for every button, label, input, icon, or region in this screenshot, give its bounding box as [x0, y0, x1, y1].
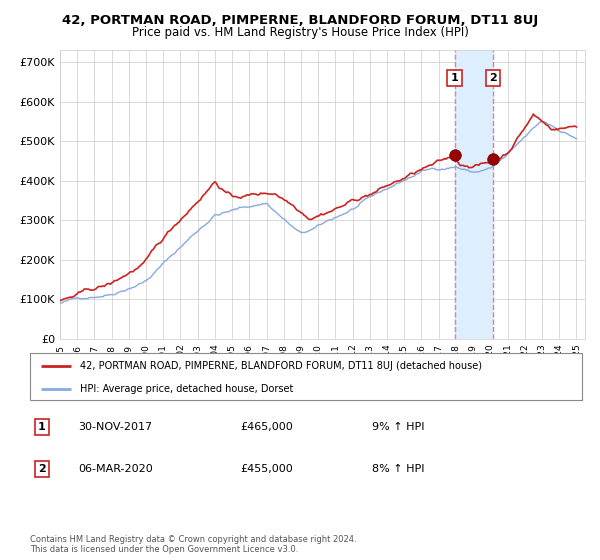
Text: 9% ↑ HPI: 9% ↑ HPI — [372, 422, 425, 432]
Text: 42, PORTMAN ROAD, PIMPERNE, BLANDFORD FORUM, DT11 8UJ (detached house): 42, PORTMAN ROAD, PIMPERNE, BLANDFORD FO… — [80, 361, 482, 371]
Text: 06-MAR-2020: 06-MAR-2020 — [78, 464, 153, 474]
Text: 2: 2 — [490, 73, 497, 83]
Text: Contains HM Land Registry data © Crown copyright and database right 2024.
This d: Contains HM Land Registry data © Crown c… — [30, 535, 356, 554]
Text: 2: 2 — [38, 464, 46, 474]
Text: 42, PORTMAN ROAD, PIMPERNE, BLANDFORD FORUM, DT11 8UJ: 42, PORTMAN ROAD, PIMPERNE, BLANDFORD FO… — [62, 14, 538, 27]
Text: £465,000: £465,000 — [240, 422, 293, 432]
Text: £455,000: £455,000 — [240, 464, 293, 474]
Text: 1: 1 — [451, 73, 458, 83]
FancyBboxPatch shape — [30, 353, 582, 400]
Text: Price paid vs. HM Land Registry's House Price Index (HPI): Price paid vs. HM Land Registry's House … — [131, 26, 469, 39]
Bar — [455, 50, 493, 339]
Text: 1: 1 — [38, 422, 46, 432]
Text: 30-NOV-2017: 30-NOV-2017 — [78, 422, 152, 432]
Text: HPI: Average price, detached house, Dorset: HPI: Average price, detached house, Dors… — [80, 384, 293, 394]
Point — [450, 151, 460, 160]
Text: 8% ↑ HPI: 8% ↑ HPI — [372, 464, 425, 474]
Point — [488, 155, 498, 164]
